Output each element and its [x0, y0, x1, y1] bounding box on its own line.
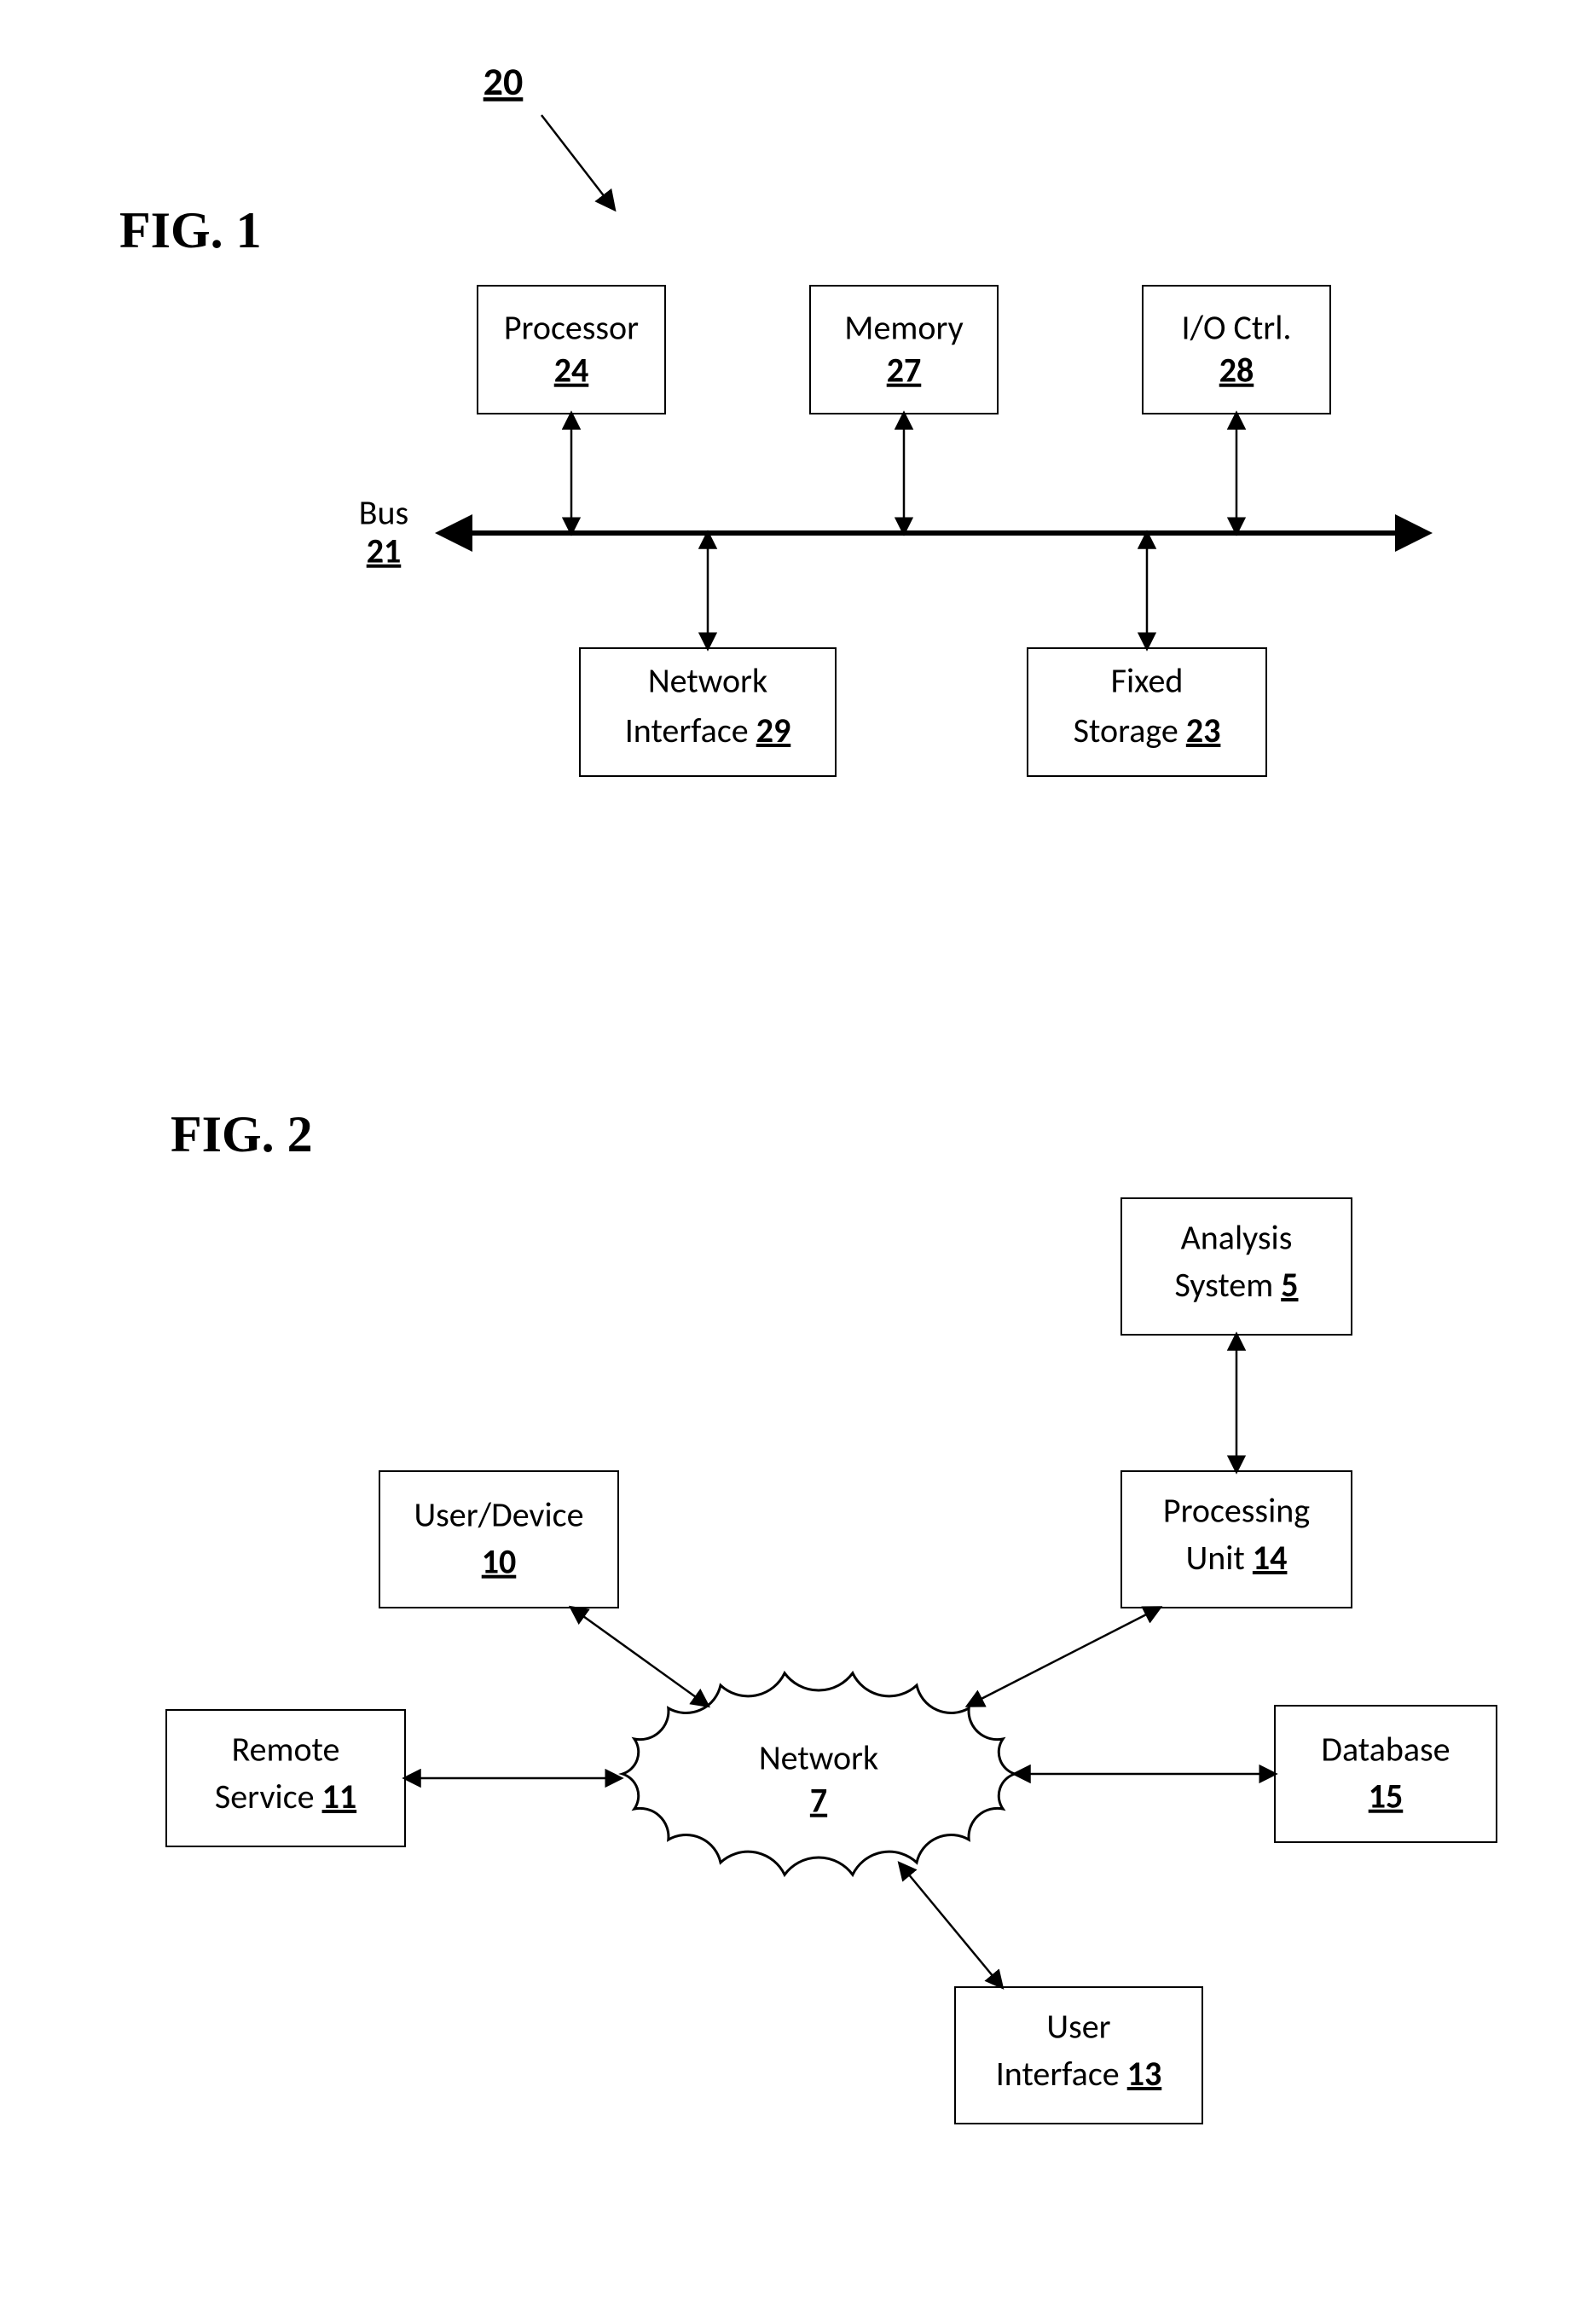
fig2-database-box — [1275, 1706, 1497, 1842]
fig2-processing-label-2-row: Unit 14 — [1186, 1537, 1288, 1579]
fig1-ref-group: 20 — [484, 58, 614, 209]
network-cloud-number: 7 — [810, 1780, 827, 1822]
fig1-ref-arrow — [541, 115, 614, 209]
fig2-database-number: 15 — [1369, 1776, 1404, 1817]
fig2-userdevice-number: 10 — [482, 1541, 517, 1583]
fig2-title: FIG. 2 — [171, 1106, 313, 1162]
bus-arrow-left-icon — [435, 514, 472, 552]
fig1-memory-label: Memory — [844, 307, 963, 349]
fig2-cloud-group: Network7 — [622, 1673, 1015, 1875]
bus-arrow-right-icon — [1395, 514, 1433, 552]
fig2-boxes-group: Analysis System 5 Processing Unit 14 User/De… — [166, 1198, 1497, 2124]
fig1-storage-label-1: Fixed — [1111, 660, 1184, 702]
fig2-processing-label-1: Processing — [1163, 1490, 1310, 1532]
fig1-storage-label-2-row: Storage 23 — [1074, 710, 1221, 751]
fig2-userif-label-1: User — [1046, 2006, 1110, 2048]
fig1-processor-number: 24 — [554, 350, 589, 391]
fig2-edge-processing — [968, 1608, 1160, 1706]
fig1-netif-label-2-row: Interface 29 — [625, 710, 791, 751]
fig2-analysis-label-1: Analysis — [1181, 1217, 1293, 1259]
fig1-processor-label: Processor — [504, 307, 639, 349]
fig2-remote-label-1: Remote — [232, 1729, 340, 1771]
fig2-title-group: FIG. 2 — [171, 1106, 313, 1162]
fig1-memory-number: 27 — [887, 350, 922, 391]
network-cloud-label: Network — [759, 1737, 878, 1779]
fig1-ioctrl-number: 28 — [1219, 350, 1254, 391]
fig1-title: FIG. 1 — [119, 202, 262, 258]
fig1-ref-number: 20 — [484, 58, 524, 106]
fig2-remote-label-2-row: Service 11 — [215, 1776, 356, 1817]
fig2-userdevice-label: User/Device — [414, 1494, 584, 1536]
fig2-database-label: Database — [1321, 1729, 1450, 1771]
fig1-ioctrl-label: I/O Ctrl. — [1181, 307, 1291, 349]
fig2-analysis-label-2-row: System 5 — [1175, 1264, 1299, 1306]
bus-label: Bus — [359, 492, 408, 534]
fig2-userif-label-2-row: Interface 13 — [996, 2053, 1162, 2095]
bus-number: 21 — [367, 530, 402, 572]
fig2-connectors — [405, 1335, 1275, 1987]
fig1-netif-label-1: Network — [648, 660, 767, 702]
fig2-userdevice-box — [379, 1471, 618, 1608]
fig2-edge-userdevice — [571, 1608, 708, 1706]
fig2-edge-userif — [900, 1863, 1002, 1987]
fig1-title-group: FIG. 1 — [119, 202, 262, 258]
fig1-bus-group: Bus21 — [359, 492, 1433, 572]
